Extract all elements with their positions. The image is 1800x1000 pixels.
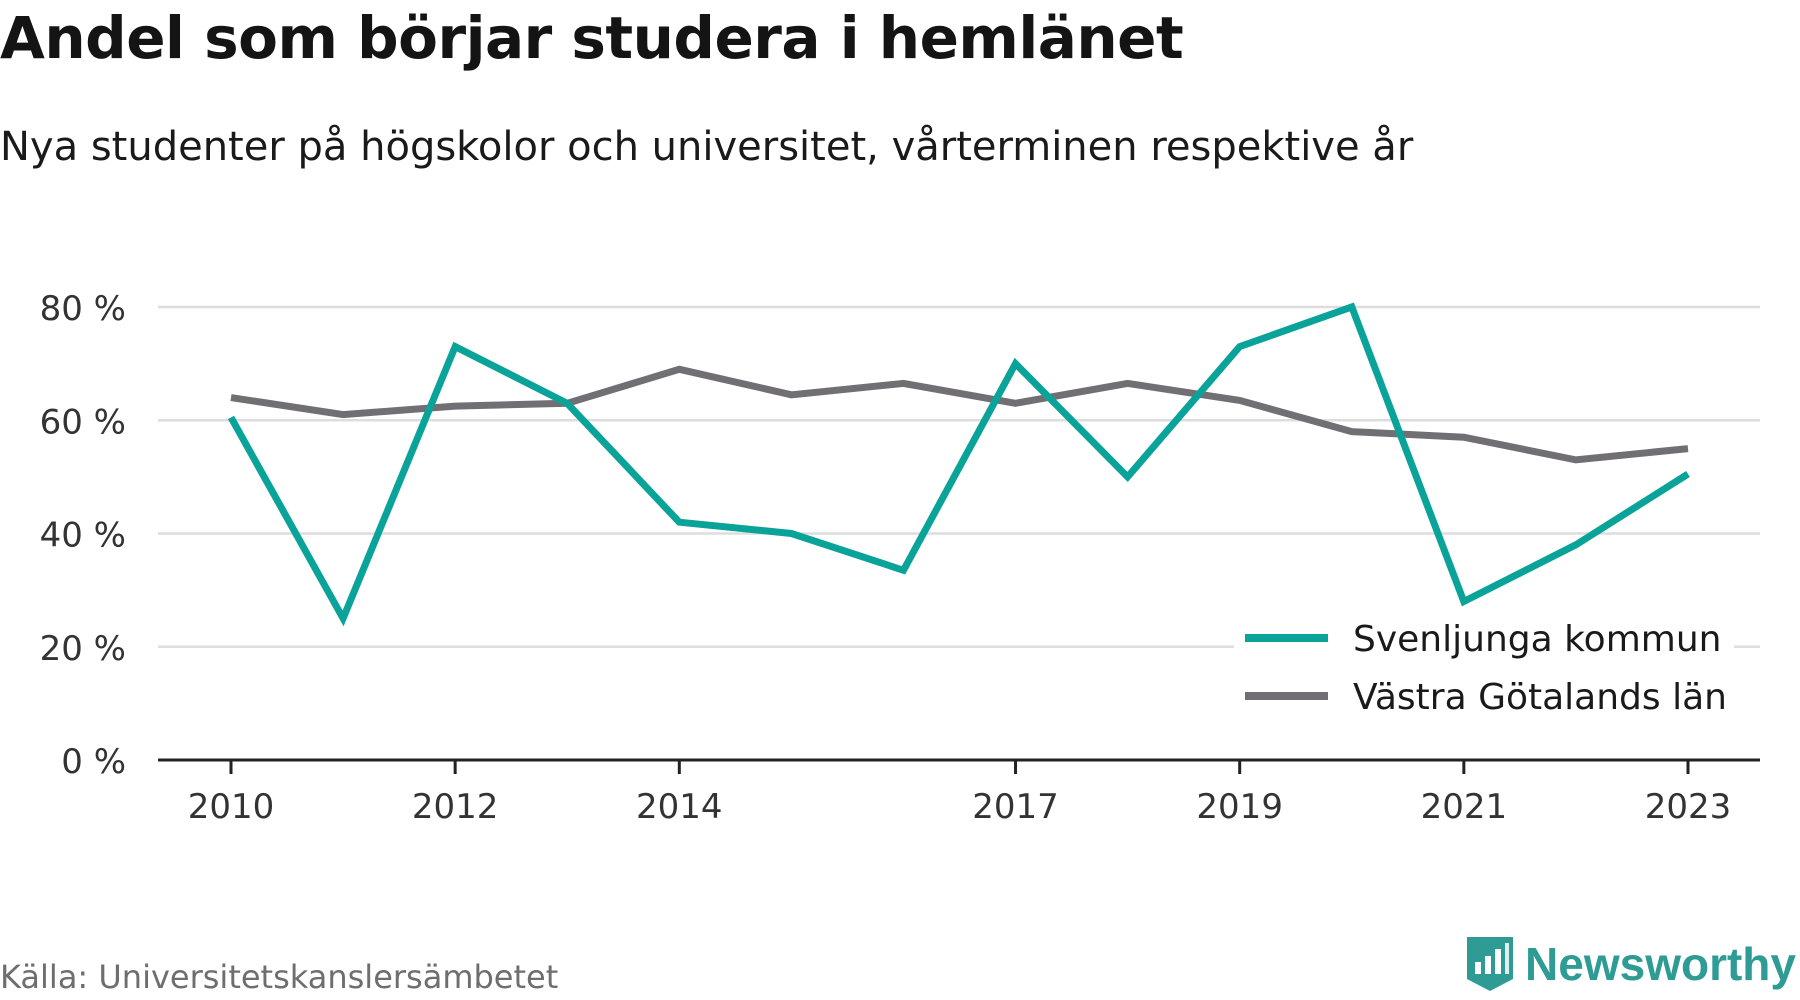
legend-background: [1234, 612, 1734, 732]
x-tick-label: 2010: [188, 787, 275, 827]
y-tick-label: 0 %: [61, 742, 126, 782]
newsworthy-logo-icon: [1467, 937, 1514, 991]
y-tick-label: 40 %: [40, 516, 126, 556]
source-note: Källa: Universitetskanslersämbetet: [0, 958, 559, 996]
series-line-v-stra-g-talands-l-n: [230, 365, 1689, 464]
x-tick-label: 2021: [1421, 787, 1508, 827]
brand-logo[interactable]: Newsworthy: [1465, 935, 1796, 993]
brand-name: Newsworthy: [1525, 938, 1796, 990]
tick-labels: 0 % 20 % 40 % 60 % 80 % 2010 2012 2014 2017 2019 2…: [40, 289, 1732, 827]
legend: Svenljunga kommun Västra Götalands län: [1234, 612, 1734, 732]
legend-label: Svenljunga kommun: [1353, 619, 1721, 660]
x-tick-label: 2017: [972, 787, 1059, 827]
x-tick-label: 2023: [1645, 787, 1732, 827]
y-tick-label: 20 %: [40, 629, 126, 669]
x-axis: [158, 758, 1760, 774]
legend-label: Västra Götalands län: [1353, 677, 1727, 718]
y-tick-label: 80 %: [40, 289, 126, 329]
chart-subtitle: Nya studenter på högskolor och universit…: [0, 124, 1414, 170]
chart-title: Andel som börjar studera i hemlänet: [0, 4, 1184, 72]
series-lines: [227, 302, 1690, 627]
x-tick-label: 2014: [636, 787, 723, 827]
y-tick-label: 60 %: [40, 402, 126, 442]
series-line-svenljunga-kommun: [227, 302, 1690, 627]
x-tick-label: 2019: [1196, 787, 1283, 827]
x-tick-label: 2012: [412, 787, 499, 827]
